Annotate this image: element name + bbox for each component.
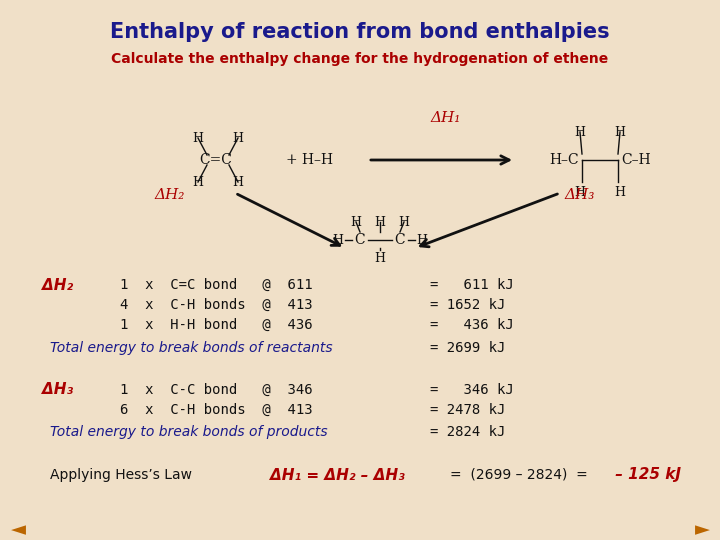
Text: H–C: H–C bbox=[549, 153, 579, 167]
Text: H: H bbox=[374, 215, 385, 228]
Text: 1  x  C-C bond   @  346: 1 x C-C bond @ 346 bbox=[120, 383, 312, 397]
Text: C: C bbox=[355, 233, 365, 247]
Text: Applying Hess’s Law: Applying Hess’s Law bbox=[50, 468, 192, 482]
Text: H: H bbox=[351, 215, 361, 228]
Text: = 2478 kJ: = 2478 kJ bbox=[430, 403, 505, 417]
Text: C=C: C=C bbox=[199, 153, 233, 167]
Text: H: H bbox=[614, 186, 626, 199]
Text: Calculate the enthalpy change for the hydrogenation of ethene: Calculate the enthalpy change for the hy… bbox=[112, 52, 608, 66]
Text: ΔH₃: ΔH₃ bbox=[565, 188, 595, 202]
Text: H: H bbox=[575, 186, 585, 199]
Text: Enthalpy of reaction from bond enthalpies: Enthalpy of reaction from bond enthalpie… bbox=[110, 22, 610, 42]
Text: + H–H: + H–H bbox=[287, 153, 333, 167]
Text: H: H bbox=[398, 215, 410, 228]
Text: = 1652 kJ: = 1652 kJ bbox=[430, 298, 505, 312]
Text: ►: ► bbox=[695, 521, 709, 539]
Text: =   346 kJ: = 346 kJ bbox=[430, 383, 514, 397]
Text: =   611 kJ: = 611 kJ bbox=[430, 278, 514, 292]
Text: = 2699 kJ: = 2699 kJ bbox=[430, 341, 505, 355]
Text: C: C bbox=[395, 233, 405, 247]
Text: =  (2699 – 2824)  =: = (2699 – 2824) = bbox=[450, 468, 588, 482]
Text: – 125 kJ: – 125 kJ bbox=[610, 468, 681, 483]
Text: 1  x  H-H bond   @  436: 1 x H-H bond @ 436 bbox=[120, 318, 312, 332]
Text: ΔH₃: ΔH₃ bbox=[42, 382, 73, 397]
Text: H: H bbox=[233, 132, 243, 145]
Text: = 2824 kJ: = 2824 kJ bbox=[430, 425, 505, 439]
Text: 1  x  C=C bond   @  611: 1 x C=C bond @ 611 bbox=[120, 278, 312, 292]
Text: Total energy to break bonds of products: Total energy to break bonds of products bbox=[50, 425, 328, 439]
Text: ◄: ◄ bbox=[11, 521, 25, 539]
Text: H: H bbox=[374, 252, 385, 265]
Text: H: H bbox=[333, 233, 343, 246]
Text: H: H bbox=[192, 176, 204, 188]
Text: H: H bbox=[614, 125, 626, 138]
Text: ΔH₂: ΔH₂ bbox=[155, 188, 185, 202]
Text: =   436 kJ: = 436 kJ bbox=[430, 318, 514, 332]
Text: H: H bbox=[575, 125, 585, 138]
Text: H: H bbox=[416, 233, 428, 246]
Text: ΔH₁: ΔH₁ bbox=[430, 111, 460, 125]
Text: Total energy to break bonds of reactants: Total energy to break bonds of reactants bbox=[50, 341, 333, 355]
Text: H: H bbox=[233, 176, 243, 188]
Text: ΔH₂: ΔH₂ bbox=[42, 278, 73, 293]
Text: H: H bbox=[192, 132, 204, 145]
Text: 4  x  C-H bonds  @  413: 4 x C-H bonds @ 413 bbox=[120, 298, 312, 312]
Text: 6  x  C-H bonds  @  413: 6 x C-H bonds @ 413 bbox=[120, 403, 312, 417]
Text: C–H: C–H bbox=[621, 153, 651, 167]
Text: ΔH₁ = ΔH₂ – ΔH₃: ΔH₁ = ΔH₂ – ΔH₃ bbox=[270, 468, 405, 483]
